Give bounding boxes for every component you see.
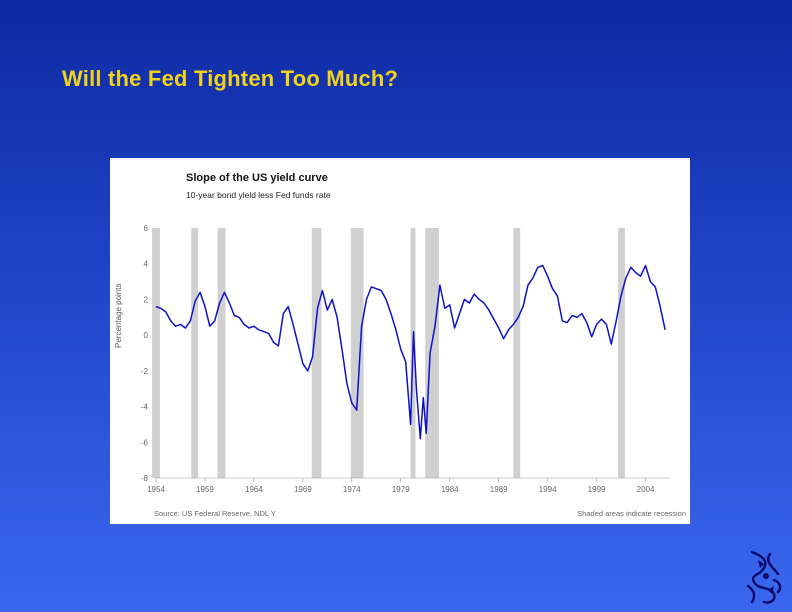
x-tick-label: 1964 <box>245 485 263 494</box>
recession-band <box>311 228 322 478</box>
chart-title: Slope of the US yield curve <box>186 172 328 184</box>
chart-plot-area: 6 4 2 0 -2 -4 -6 -8 1954 1959 1964 1969 1974 1979 1984… <box>141 224 670 494</box>
slide-title: Will the Fed Tighten Too Much? <box>62 66 399 91</box>
x-tick-label: 2004 <box>637 485 655 494</box>
recession-band <box>350 228 364 478</box>
x-tick-label: 1999 <box>588 485 606 494</box>
x-tick-label: 1969 <box>294 485 312 494</box>
y-tick-label: -2 <box>141 367 149 376</box>
y-tick-label: 0 <box>144 331 149 340</box>
source-note: Source: US Federal Reserve, NDL Y <box>154 509 276 518</box>
recession-band <box>618 228 625 478</box>
firm-logo-icon <box>746 550 782 604</box>
y-tick-label: -4 <box>141 403 149 412</box>
x-tick-label: 1959 <box>196 485 214 494</box>
y-tick-label: 6 <box>144 224 149 233</box>
recession-band <box>152 228 160 478</box>
y-tick-label: 2 <box>144 295 149 304</box>
recession-band <box>425 228 439 478</box>
recession-note: Shaded areas indicate recession <box>577 509 686 518</box>
x-tick-label: 1974 <box>343 485 361 494</box>
y-tick-label: -6 <box>141 438 149 447</box>
recession-band <box>191 228 199 478</box>
y-tick-label: -8 <box>141 474 149 483</box>
recession-band <box>513 228 521 478</box>
x-tick-label: 1979 <box>392 485 410 494</box>
y-tick-label: 4 <box>144 260 149 269</box>
chart-panel: Slope of the US yield curve 10-year bond… <box>110 158 690 524</box>
series-line <box>155 264 666 440</box>
x-tick-label: 1954 <box>147 485 165 494</box>
x-tick-label: 1984 <box>441 485 459 494</box>
chart-subtitle: 10-year bond yield less Fed funds rate <box>186 190 331 200</box>
recession-band <box>217 228 226 478</box>
x-tick-label: 1989 <box>490 485 508 494</box>
x-tick-label: 1994 <box>539 485 557 494</box>
